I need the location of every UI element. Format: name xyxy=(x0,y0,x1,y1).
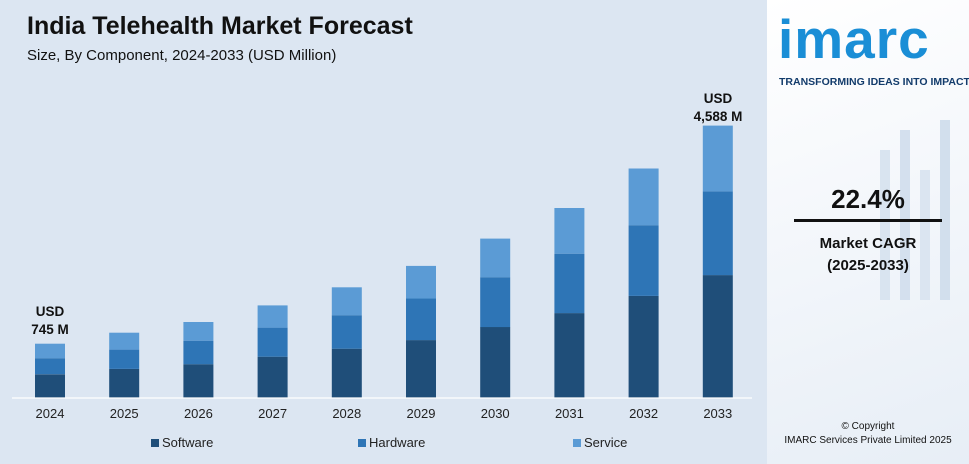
cagr-value: 22.4% xyxy=(831,184,905,214)
bar-service-2032 xyxy=(628,168,659,226)
logo-wordmark: imarc xyxy=(778,8,930,70)
copyright: © Copyright IMARC Services Private Limit… xyxy=(767,420,969,448)
x-tick-label-2024: 2024 xyxy=(36,406,65,421)
cagr-label: Market CAGR (2025-2033) xyxy=(790,233,946,277)
bar-software-2031 xyxy=(554,313,585,398)
x-tick-label-2029: 2029 xyxy=(407,406,436,421)
legend-service-label: Service xyxy=(584,435,628,450)
legend-hardware-label: Hardware xyxy=(369,435,426,450)
x-tick-label-2026: 2026 xyxy=(184,406,213,421)
legend-software-swatch xyxy=(151,438,159,447)
bar-service-2028 xyxy=(331,287,362,316)
bar-service-2024 xyxy=(35,343,65,359)
bar-software-2026 xyxy=(183,364,214,398)
bar-hardware-2026 xyxy=(183,340,214,365)
bar-hardware-2025 xyxy=(109,349,140,369)
first-bar-annotation-line1: USD xyxy=(36,304,65,319)
first-bar-annotation-line2: 745 M xyxy=(31,322,69,337)
copyright-line2: IMARC Services Private Limited 2025 xyxy=(784,435,952,446)
x-tick-labels: 2024 2025 2026 2027 2028 2029 2030 2031 2032 2033 xyxy=(36,406,733,421)
x-tick-label-2030: 2030 xyxy=(481,406,510,421)
bar-service-2025 xyxy=(109,332,140,350)
bar-service-2029 xyxy=(406,265,436,299)
x-tick-label-2027: 2027 xyxy=(258,406,287,421)
bar-software-2032 xyxy=(628,295,659,398)
bar-service-2031 xyxy=(554,208,585,254)
bar-software-2024 xyxy=(35,374,65,399)
legend-service: Service xyxy=(573,435,627,450)
bar-software-2028 xyxy=(331,348,362,398)
bar-software-2030 xyxy=(480,327,511,398)
x-tick-label-2033: 2033 xyxy=(703,406,732,421)
bars-group xyxy=(35,125,733,399)
imarc-logo: imarc xyxy=(778,12,930,67)
decorative-background-graphic xyxy=(880,120,950,300)
bar-hardware-2032 xyxy=(628,225,659,296)
bar-software-2033 xyxy=(702,275,733,398)
cagr-label-line1: Market CAGR xyxy=(819,235,917,252)
side-panel xyxy=(767,0,969,464)
bar-hardware-2029 xyxy=(406,298,436,341)
legend-hardware: Hardware xyxy=(358,435,425,450)
x-tick-label-2028: 2028 xyxy=(332,406,361,421)
copyright-line1: © Copyright xyxy=(841,421,895,432)
bar-service-2027 xyxy=(257,305,288,328)
bar-software-2025 xyxy=(109,368,140,398)
bar-hardware-2031 xyxy=(554,253,585,314)
bar-hardware-2028 xyxy=(331,315,362,349)
legend-software-label: Software xyxy=(162,435,214,450)
bar-service-2030 xyxy=(480,238,511,278)
stacked-bar-chart: 2024 2025 2026 2027 2028 2029 2030 2031 2032 2033… xyxy=(12,91,752,421)
bar-hardware-2027 xyxy=(257,327,288,357)
legend-software: Software xyxy=(151,435,213,450)
last-bar-annotation-line1: USD xyxy=(704,91,733,106)
bar-service-2026 xyxy=(183,322,214,341)
x-tick-label-2032: 2032 xyxy=(629,406,658,421)
chart-subtitle: Size, By Component, 2024-2033 (USD Milli… xyxy=(27,47,337,64)
bar-hardware-2030 xyxy=(480,277,511,328)
last-bar-annotation-line2: 4,588 M xyxy=(694,109,743,124)
brand-tagline: TRANSFORMING IDEAS INTO IMPACT xyxy=(779,76,969,88)
x-tick-label-2025: 2025 xyxy=(110,406,139,421)
cagr-label-line2: (2025-2033) xyxy=(827,257,909,274)
legend-service-swatch xyxy=(573,438,581,447)
bar-software-2029 xyxy=(406,340,436,398)
bar-hardware-2033 xyxy=(702,191,733,276)
bar-service-2033 xyxy=(702,125,733,192)
bar-software-2027 xyxy=(257,356,288,398)
bar-hardware-2024 xyxy=(35,358,65,375)
chart-title: India Telehealth Market Forecast xyxy=(27,12,413,40)
chart-panel: India Telehealth Market Forecast Size, B… xyxy=(0,0,767,464)
legend-hardware-swatch xyxy=(358,438,366,447)
cagr-divider xyxy=(794,219,942,222)
x-tick-label-2031: 2031 xyxy=(555,406,584,421)
